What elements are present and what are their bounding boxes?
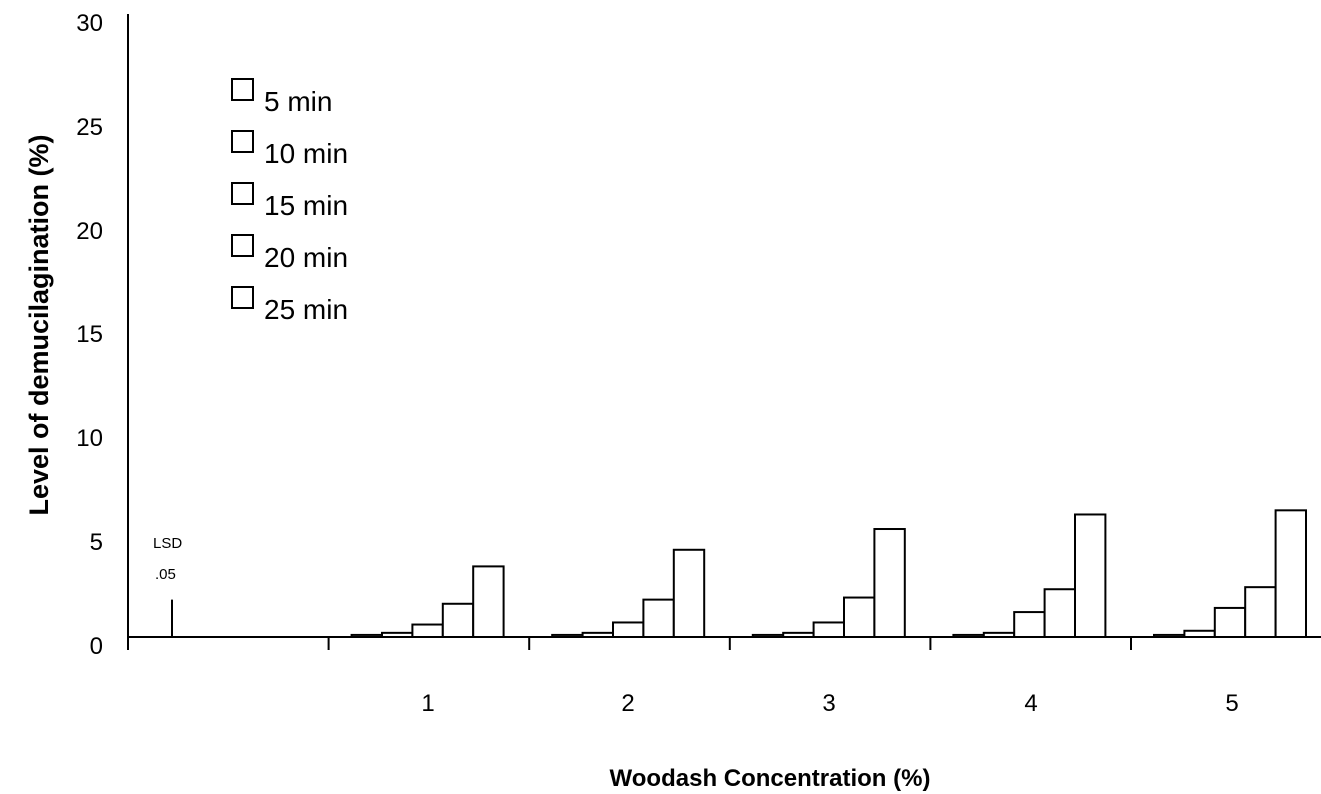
bar xyxy=(642,598,675,638)
bar xyxy=(751,633,785,639)
legend-swatch xyxy=(231,286,254,309)
legend-label: 20 min xyxy=(264,242,348,273)
bar xyxy=(843,596,876,638)
x-tick-label: 2 xyxy=(621,690,634,717)
legend-swatch xyxy=(231,130,254,153)
bar xyxy=(1274,509,1307,638)
bar xyxy=(581,631,614,639)
y-axis-title: Level of demucilagination (%) xyxy=(24,134,54,515)
bar xyxy=(952,633,985,639)
bar xyxy=(782,631,815,639)
bar xyxy=(472,565,505,638)
bar xyxy=(551,633,584,639)
bar xyxy=(350,633,384,639)
legend-label: 15 min xyxy=(264,190,348,221)
legend: 5 min 10 min 15 min 20 min 25 min xyxy=(231,78,348,325)
x-tick-marks xyxy=(127,637,1132,650)
y-tick-label: 30 xyxy=(76,10,103,37)
y-tick-label: 0 xyxy=(90,633,103,660)
bar xyxy=(672,548,706,639)
bar xyxy=(982,631,1016,639)
legend-swatch xyxy=(231,234,254,257)
bar xyxy=(812,621,845,638)
bar xyxy=(1043,588,1076,639)
y-tick-label: 10 xyxy=(76,425,103,452)
bar xyxy=(1244,586,1277,638)
bar xyxy=(612,621,645,638)
x-tick-label: 4 xyxy=(1024,690,1037,717)
bar xyxy=(1183,629,1216,639)
lsd-label-value: .05 xyxy=(155,566,176,583)
x-tick-labels: 1 2 3 4 5 xyxy=(421,690,1238,717)
x-tick-label: 5 xyxy=(1225,690,1238,717)
legend-swatch xyxy=(231,182,254,205)
x-axis-title: Woodash Concentration (%) xyxy=(610,765,931,792)
bar xyxy=(1013,611,1046,639)
bar xyxy=(873,528,906,638)
bars xyxy=(350,509,1307,639)
y-tick-label: 15 xyxy=(76,321,103,348)
legend-swatch xyxy=(231,78,254,101)
bar xyxy=(381,631,414,639)
y-tick-label: 5 xyxy=(90,529,103,556)
bar xyxy=(1074,513,1107,639)
x-tick-label: 1 xyxy=(421,690,434,717)
x-tick-label: 3 xyxy=(822,690,835,717)
legend-label: 5 min xyxy=(264,86,332,117)
legend-label: 25 min xyxy=(264,294,348,325)
bar xyxy=(1153,633,1186,639)
bar xyxy=(441,602,475,638)
lsd-label: LSD xyxy=(153,535,182,552)
y-tick-labels: 0 5 10 15 20 25 30 xyxy=(76,10,103,660)
lsd-marker: LSD .05 xyxy=(153,535,182,637)
bar xyxy=(411,623,444,638)
y-tick-label: 25 xyxy=(76,114,103,141)
legend-label: 10 min xyxy=(264,138,348,169)
y-tick-label: 20 xyxy=(76,218,103,245)
bar xyxy=(1213,606,1247,639)
